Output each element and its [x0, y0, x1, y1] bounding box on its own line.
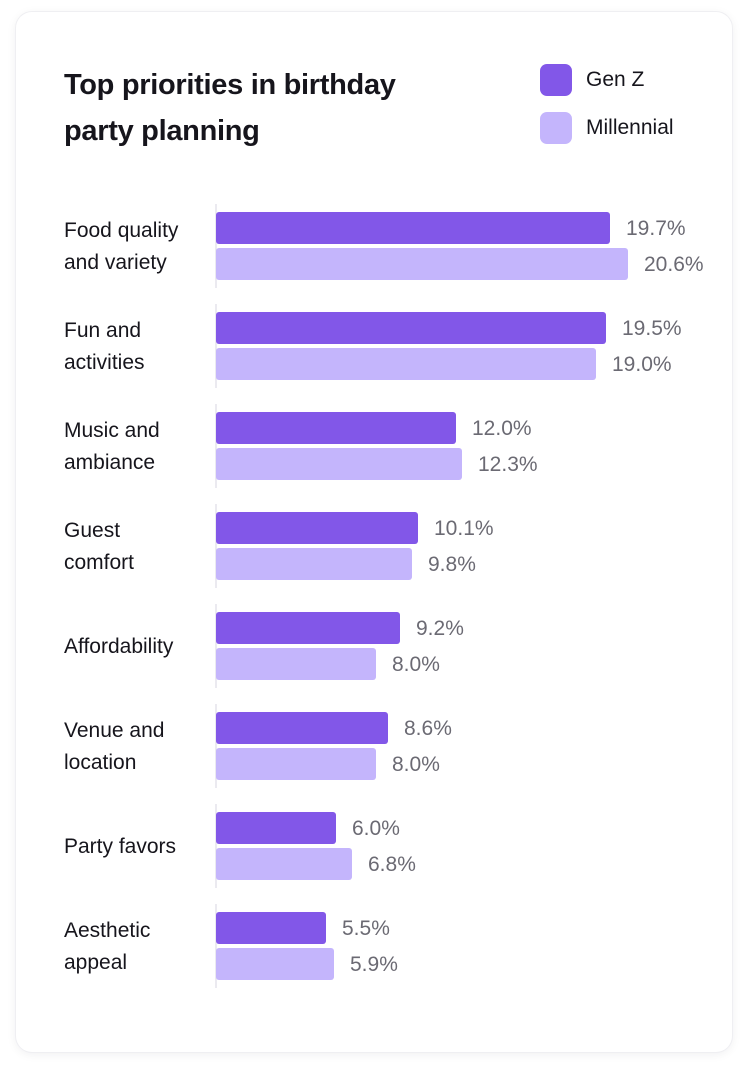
category-label-party-favors: Party favors: [64, 835, 176, 858]
legend: Gen Z Millennial: [540, 64, 674, 160]
value-label-millennial-aesthetic-appeal: 5.9%: [350, 953, 398, 976]
legend-item-gen-z: Gen Z: [540, 64, 674, 96]
bar-gen-z-party-favors: [216, 812, 336, 844]
value-label-millennial-affordability: 8.0%: [392, 653, 440, 676]
value-label-gen-z-music-and-ambiance: 12.0%: [472, 417, 532, 440]
value-label-millennial-guest-comfort: 9.8%: [428, 553, 476, 576]
category-label-guest-comfort: comfort: [64, 551, 134, 574]
bar-millennial-guest-comfort: [216, 548, 412, 580]
bar-millennial-affordability: [216, 648, 376, 680]
value-label-gen-z-affordability: 9.2%: [416, 617, 464, 640]
value-label-millennial-party-favors: 6.8%: [368, 853, 416, 876]
value-label-gen-z-venue-and-location: 8.6%: [404, 717, 452, 740]
category-label-venue-and-location: location: [64, 751, 136, 774]
legend-label-gen-z: Gen Z: [586, 68, 645, 91]
bar-gen-z-venue-and-location: [216, 712, 388, 744]
category-label-guest-comfort: Guest: [64, 519, 120, 542]
bar-millennial-fun-and-activities: [216, 348, 596, 380]
bar-millennial-food-quality-and-variety: [216, 248, 628, 280]
category-label-aesthetic-appeal: Aesthetic: [64, 919, 150, 942]
bar-gen-z-affordability: [216, 612, 400, 644]
value-label-gen-z-party-favors: 6.0%: [352, 817, 400, 840]
value-label-millennial-fun-and-activities: 19.0%: [612, 353, 672, 376]
category-label-aesthetic-appeal: appeal: [64, 951, 127, 974]
bar-gen-z-fun-and-activities: [216, 312, 606, 344]
category-label-food-quality-and-variety: Food quality: [64, 219, 179, 242]
bar-millennial-venue-and-location: [216, 748, 376, 780]
chart-card: Top priorities in birthday party plannin…: [16, 12, 732, 1052]
category-label-fun-and-activities: activities: [64, 351, 145, 374]
category-label-fun-and-activities: Fun and: [64, 319, 141, 342]
value-label-gen-z-guest-comfort: 10.1%: [434, 517, 494, 540]
category-label-food-quality-and-variety: and variety: [64, 251, 167, 274]
bar-gen-z-guest-comfort: [216, 512, 418, 544]
chart-title: Top priorities in birthday party plannin…: [64, 69, 396, 147]
legend-label-millennial: Millennial: [586, 116, 674, 139]
legend-swatch-gen-z: [540, 64, 572, 96]
value-label-millennial-food-quality-and-variety: 20.6%: [644, 253, 704, 276]
category-label-affordability: Affordability: [64, 635, 174, 658]
bar-gen-z-aesthetic-appeal: [216, 912, 326, 944]
category-label-music-and-ambiance: Music and: [64, 419, 160, 442]
value-label-millennial-music-and-ambiance: 12.3%: [478, 453, 538, 476]
legend-swatch-millennial: [540, 112, 572, 144]
value-label-gen-z-aesthetic-appeal: 5.5%: [342, 917, 390, 940]
category-label-music-and-ambiance: ambiance: [64, 451, 155, 474]
value-label-millennial-venue-and-location: 8.0%: [392, 753, 440, 776]
value-label-gen-z-food-quality-and-variety: 19.7%: [626, 217, 686, 240]
bar-millennial-aesthetic-appeal: [216, 948, 334, 980]
category-label-venue-and-location: Venue and: [64, 719, 164, 742]
legend-item-millennial: Millennial: [540, 112, 674, 144]
bar-millennial-party-favors: [216, 848, 352, 880]
bar-gen-z-food-quality-and-variety: [216, 212, 610, 244]
bar-millennial-music-and-ambiance: [216, 448, 462, 480]
bar-gen-z-music-and-ambiance: [216, 412, 456, 444]
value-label-gen-z-fun-and-activities: 19.5%: [622, 317, 682, 340]
